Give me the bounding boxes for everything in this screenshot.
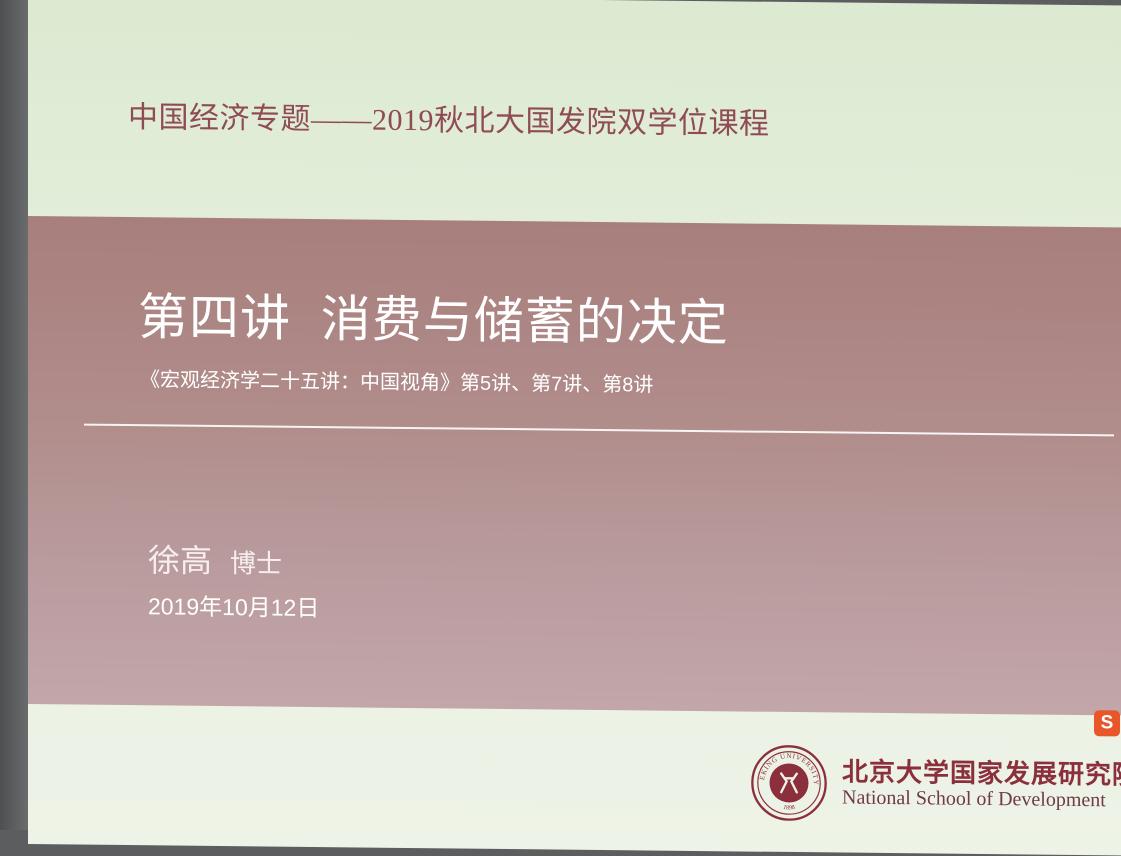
reading-reference: 《宏观经济学二十五讲：中国视角》第5讲、第7讲、第8讲 <box>140 369 654 397</box>
institution-logo: PEKING UNIVERSITY 1898 北京大学国家发展研究院 Natio… <box>750 744 1121 826</box>
lecture-date: 2019年10月12日 <box>148 593 320 622</box>
author-name: 徐高 <box>148 542 213 579</box>
title-band: 第四讲 消费与储蓄的决定 《宏观经济学二十五讲：中国视角》第5讲、第7讲、第8讲… <box>28 216 1121 716</box>
university-seal-icon: PEKING UNIVERSITY 1898 <box>750 744 827 821</box>
institution-name: 北京大学国家发展研究院 National School of Developme… <box>842 756 1121 813</box>
presentation-slide: 中国经济专题——2019秋北大国发院双学位课程 第四讲 消费与储蓄的决定 《宏观… <box>28 0 1121 856</box>
title-divider <box>84 423 1114 437</box>
lecture-title: 第四讲 消费与储蓄的决定 <box>138 289 729 352</box>
author-honorific: 博士 <box>230 549 283 579</box>
course-title: 中国经济专题——2019秋北大国发院双学位课程 <box>128 101 770 141</box>
institution-name-cn: 北京大学国家发展研究院 <box>842 756 1121 790</box>
svg-text:1898: 1898 <box>782 804 795 812</box>
institution-name-en: National School of Development <box>842 786 1106 812</box>
author-line: 徐高 博士 <box>148 535 282 582</box>
s-badge-icon: S <box>1094 710 1120 737</box>
